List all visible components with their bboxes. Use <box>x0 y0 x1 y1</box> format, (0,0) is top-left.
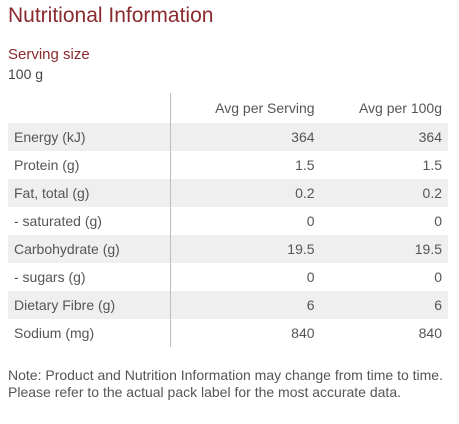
table-row: Dietary Fibre (g) 6 6 <box>8 291 448 319</box>
per-serving-value: 364 <box>169 123 321 151</box>
serving-size-label: Serving size <box>8 46 90 63</box>
per-serving-value: 19.5 <box>169 235 321 263</box>
table-row: - saturated (g) 0 0 <box>8 207 448 235</box>
table-row: Sodium (mg) 840 840 <box>8 319 448 347</box>
nutrient-label: Fat, total (g) <box>8 179 171 207</box>
per-serving-value: 0 <box>169 263 321 291</box>
disclaimer-note: Note: Product and Nutrition Information … <box>8 367 443 400</box>
per-100g-value: 19.5 <box>320 235 448 263</box>
per-100g-value: 0 <box>434 269 442 285</box>
header-label <box>8 93 171 123</box>
per-serving-value: 1.5 <box>169 151 321 179</box>
table-row: Protein (g) 1.5 1.5 <box>8 151 448 179</box>
header-per-serving: Avg per Serving <box>169 93 321 123</box>
per-serving-value: 0.2 <box>169 179 321 207</box>
per-100g-value: 364 <box>320 123 448 151</box>
table-row: Fat, total (g) 0.2 0.2 <box>8 179 448 207</box>
page-title: Nutritional Information <box>8 4 214 27</box>
nutrient-label: Energy (kJ) <box>8 123 171 151</box>
table-header-row: Avg per Serving Avg per 100g <box>8 93 448 123</box>
nutrient-label: - sugars (g) <box>14 269 86 285</box>
per-100g-value: 0 <box>434 213 442 229</box>
serving-size-value: 100 g <box>8 66 44 82</box>
nutrient-label: Protein (g) <box>14 157 80 173</box>
nutrient-label: - saturated (g) <box>14 213 102 229</box>
table-row: Carbohydrate (g) 19.5 19.5 <box>8 235 448 263</box>
table-row: Energy (kJ) 364 364 <box>8 123 448 151</box>
per-serving-value: 6 <box>169 291 321 319</box>
per-100g-value: 840 <box>418 325 442 341</box>
per-100g-value: 0.2 <box>320 179 448 207</box>
per-100g-value: 6 <box>320 291 448 319</box>
header-per-100g: Avg per 100g <box>358 100 442 116</box>
nutrient-label: Sodium (mg) <box>14 325 95 341</box>
per-serving-value: 0 <box>169 207 321 235</box>
table-row: - sugars (g) 0 0 <box>8 263 448 291</box>
per-serving-value: 840 <box>169 319 321 347</box>
nutrient-label: Carbohydrate (g) <box>8 235 171 263</box>
per-100g-value: 1.5 <box>422 157 442 173</box>
nutrition-table: Avg per Serving Avg per 100g Energy (kJ)… <box>8 93 448 347</box>
nutrient-label: Dietary Fibre (g) <box>8 291 171 319</box>
